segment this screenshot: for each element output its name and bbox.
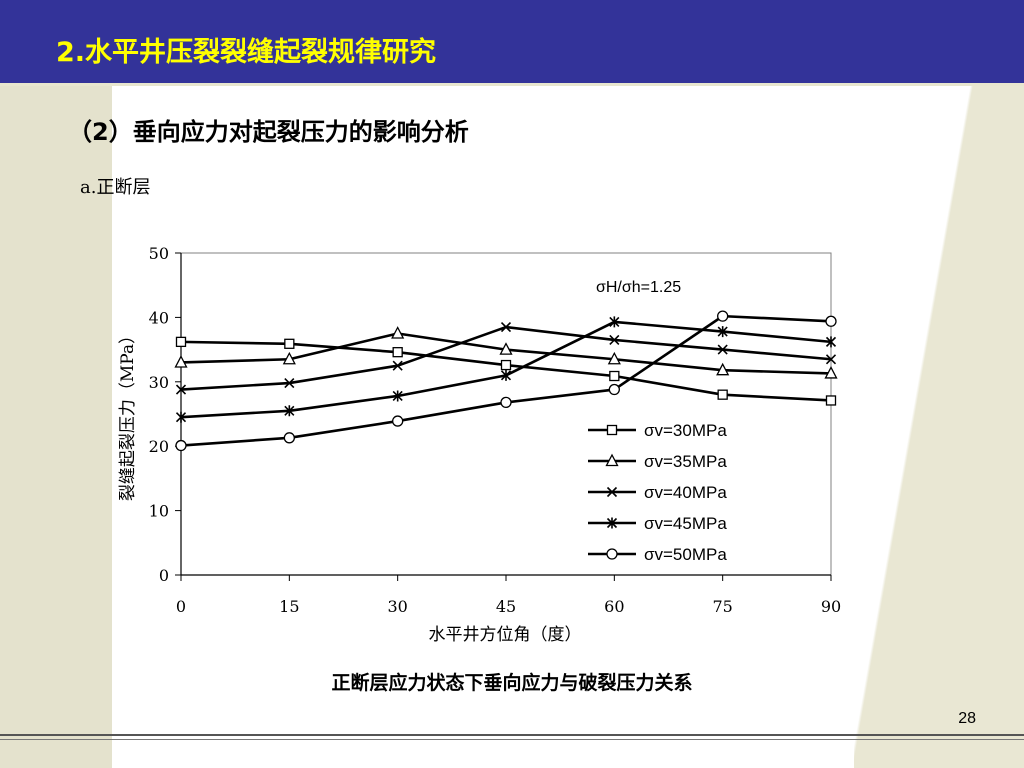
footer-divider <box>0 734 1024 736</box>
y-tick-label: 40 <box>149 308 169 327</box>
background-decoration-right <box>854 86 1024 768</box>
data-point <box>717 310 729 322</box>
data-point <box>392 415 404 427</box>
chart-annotation: σH/σh=1.25 <box>596 279 681 296</box>
data-point <box>609 334 620 346</box>
figure-caption: 正断层应力状态下垂向应力与破裂压力关系 <box>331 672 693 694</box>
legend-marker <box>605 453 619 467</box>
x-tick-label: 0 <box>176 597 186 616</box>
x-axis-label: 水平井方位角（度） <box>429 625 582 645</box>
data-point <box>500 369 512 381</box>
data-point <box>716 362 730 376</box>
data-point <box>392 390 403 402</box>
footer-divider-thin <box>0 739 1024 740</box>
data-point <box>717 389 728 400</box>
legend-label: σv=30MPa <box>644 421 727 440</box>
data-point <box>175 439 187 452</box>
data-point <box>500 321 512 333</box>
y-axis-label: 裂缝起裂压力（MPa） <box>118 327 138 501</box>
data-point <box>609 370 620 382</box>
slide-subtitle: （2）垂向应力对起裂压力的影响分析 <box>68 118 469 146</box>
data-point <box>608 383 620 396</box>
data-point <box>500 396 512 409</box>
y-tick-label: 0 <box>159 566 169 585</box>
legend-label: σv=50MPa <box>644 545 727 564</box>
data-point <box>609 316 620 328</box>
data-point <box>717 344 728 355</box>
legend-marker <box>606 548 618 560</box>
legend-marker <box>606 517 618 529</box>
content-panel <box>112 86 854 652</box>
data-point <box>499 342 513 355</box>
data-point <box>717 326 728 338</box>
data-point <box>824 366 838 379</box>
legend-label: σv=45MPa <box>644 514 727 533</box>
data-point <box>175 336 187 348</box>
x-tick-label: 45 <box>496 597 516 616</box>
data-point <box>284 338 295 349</box>
data-point <box>284 378 295 389</box>
x-tick-label: 90 <box>821 597 841 616</box>
data-point <box>283 432 295 444</box>
data-point <box>607 351 621 365</box>
legend-label: σv=40MPa <box>644 483 727 502</box>
data-point <box>391 326 405 339</box>
x-tick-label: 15 <box>279 597 299 616</box>
data-point <box>282 351 296 365</box>
section-label: a.正断层 <box>80 177 151 198</box>
data-point <box>825 315 837 327</box>
y-tick-label: 50 <box>149 244 169 263</box>
data-point <box>175 411 187 423</box>
x-tick-label: 75 <box>712 597 732 616</box>
y-tick-label: 20 <box>149 437 169 456</box>
x-tick-label: 30 <box>387 597 407 616</box>
legend-label: σv=35MPa <box>644 452 727 471</box>
data-point <box>825 336 837 348</box>
title-bar: 2.水平井压裂裂缝起裂规律研究 <box>0 0 1024 86</box>
slide-title: 2.水平井压裂裂缝起裂规律研究 <box>56 37 437 68</box>
y-tick-label: 30 <box>149 373 169 392</box>
chart-legend: σv=30MPa σv=35MPa σv=40MPa σv=45MPa σv=50MPa <box>588 421 727 564</box>
data-point <box>392 347 403 358</box>
legend-marker <box>606 486 618 498</box>
chart-series <box>174 310 838 452</box>
data-point <box>175 384 187 395</box>
x-tick-label: 60 <box>604 597 624 616</box>
chart-axes: 0 10 20 30 40 50 0 15 30 45 60 75 90 <box>149 244 842 616</box>
legend-marker <box>606 424 618 436</box>
data-point <box>392 360 403 371</box>
page-number: 28 <box>958 710 976 727</box>
background-decoration-left <box>0 86 112 768</box>
data-point <box>500 359 512 371</box>
plot-area-frame <box>180 252 832 576</box>
data-point <box>284 405 295 417</box>
data-point <box>174 355 188 368</box>
data-point <box>825 395 837 406</box>
data-point <box>825 354 837 365</box>
y-tick-label: 10 <box>149 502 169 521</box>
